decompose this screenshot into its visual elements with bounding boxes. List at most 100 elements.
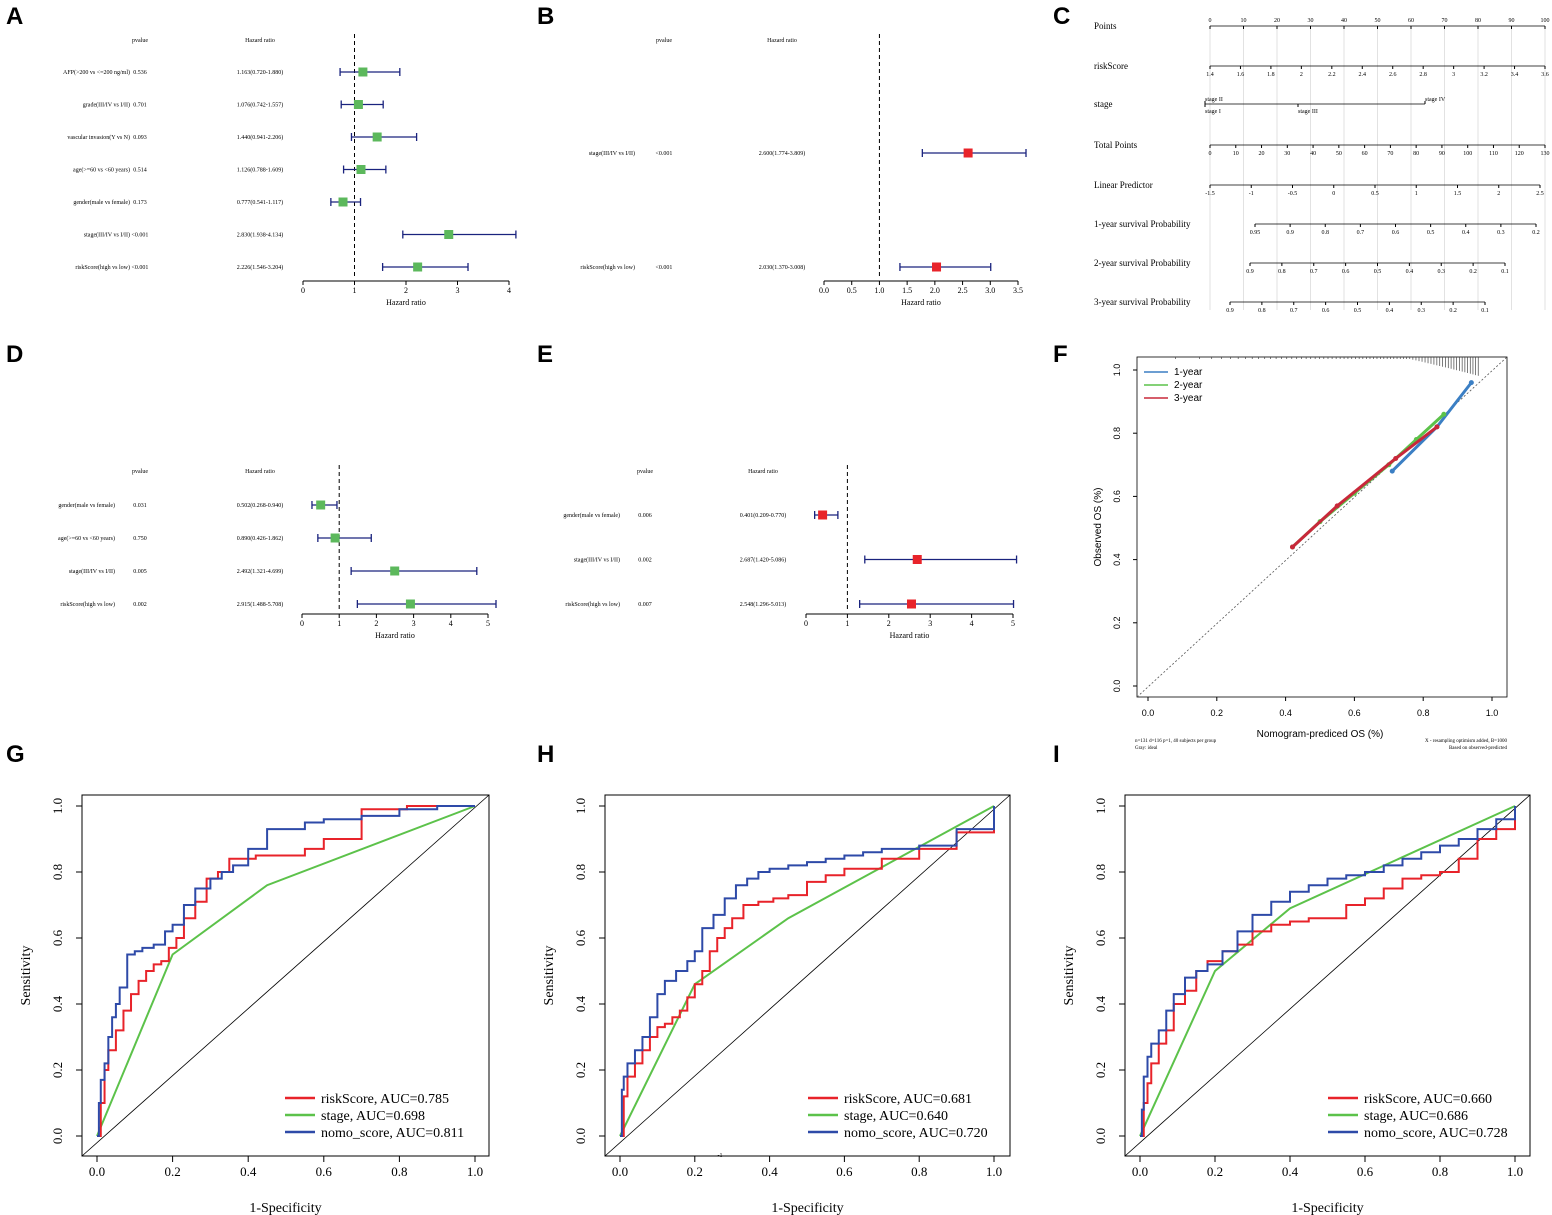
nomogram-tick-label: 70 bbox=[1387, 151, 1393, 157]
row-hr-text: 2.030(1.370-3.008) bbox=[759, 264, 806, 271]
roc-curve-stage bbox=[96, 805, 476, 1137]
nomogram-tick-label: 0.6 bbox=[1322, 308, 1330, 314]
nomogram-tick-label: 3.4 bbox=[1511, 72, 1519, 78]
nomogram-tick-label: stage IV bbox=[1425, 97, 1446, 103]
y-axis-title: Sensitivity bbox=[19, 946, 34, 1006]
stray-mark: -1 bbox=[718, 1153, 723, 1159]
nomogram-tick-label: 1.5 bbox=[1454, 191, 1462, 197]
row-pvalue: 0.005 bbox=[133, 569, 147, 575]
row-hr-text: 1.163(0.720-1.880) bbox=[237, 69, 284, 76]
x-tick-label: 4 bbox=[970, 619, 974, 628]
row-label: grade(III/IV vs I/II) bbox=[83, 102, 130, 109]
x-axis-title: 1-Specificity bbox=[249, 1201, 321, 1215]
pvalue-header: pvalue bbox=[656, 38, 672, 44]
y-axis-title: Sensitivity bbox=[1062, 946, 1077, 1006]
y-tick-label: 1.0 bbox=[573, 798, 588, 814]
row-hr-text: 2.492(1.321-4.699) bbox=[237, 568, 284, 575]
nomogram-tick-label: 0.8 bbox=[1278, 269, 1286, 275]
y-tick-label: 0.4 bbox=[50, 995, 65, 1012]
nomogram-tick-label: -1 bbox=[1249, 191, 1254, 197]
row-label: gender(male vs female) bbox=[73, 199, 130, 206]
row-pvalue: 0.750 bbox=[133, 536, 147, 542]
nomogram-tick-label: 50 bbox=[1375, 18, 1381, 24]
row-hr-text: 0.777(0.541-1.117) bbox=[237, 199, 283, 206]
row-hr-text: 1.126(0.788-1.609) bbox=[237, 167, 284, 174]
x-tick-label: 1 bbox=[337, 619, 341, 628]
hr-marker bbox=[906, 599, 916, 609]
nomogram-tick-label: 0.2 bbox=[1469, 269, 1477, 275]
chance-diagonal bbox=[604, 794, 1011, 1157]
x-tick-label: 0.6 bbox=[1348, 708, 1361, 718]
row-label: riskScore(high vs low) bbox=[580, 264, 635, 271]
y-tick-label: 0.8 bbox=[50, 864, 65, 880]
legend-label: nomo_score, AUC=0.720 bbox=[844, 1126, 988, 1141]
hr-marker bbox=[932, 262, 942, 272]
calibration-point bbox=[1334, 503, 1340, 509]
plot-frame bbox=[1124, 794, 1531, 1157]
x-tick-label: 0 bbox=[301, 286, 305, 295]
x-tick-label: 0.0 bbox=[819, 286, 829, 295]
y-tick-label: 0.0 bbox=[1112, 680, 1122, 693]
nomogram-tick-label: 0.9 bbox=[1246, 269, 1254, 275]
nomogram-tick-label: 2 bbox=[1300, 72, 1303, 78]
nomogram-tick-label: -1.5 bbox=[1205, 191, 1215, 197]
y-tick-label: 0.6 bbox=[573, 929, 588, 946]
hr-marker bbox=[358, 67, 368, 77]
hr-marker bbox=[353, 100, 363, 109]
roc-curve-nomo_score bbox=[97, 805, 475, 1137]
row-pvalue: 0.031 bbox=[133, 503, 147, 509]
x-tick-label: 3 bbox=[928, 619, 932, 628]
nomogram-tick-label: 1 bbox=[1415, 191, 1418, 197]
nomogram-tick-label: 0.5 bbox=[1427, 230, 1435, 236]
y-tick-label: 0.8 bbox=[573, 864, 588, 880]
nomogram-tick-label: 0 bbox=[1209, 18, 1212, 24]
legend-label: stage, AUC=0.698 bbox=[321, 1109, 425, 1124]
x-tick-label: 0.2 bbox=[164, 1164, 180, 1179]
footnote-left: n=131 d=116 p=1, 40 subjects per group bbox=[1135, 739, 1217, 744]
panel-label-a: A bbox=[6, 3, 23, 30]
row-pvalue: <0.001 bbox=[656, 265, 673, 271]
x-tick-label: 4 bbox=[507, 286, 511, 295]
nomogram-c: Points 0 10 20 30 40 50 60 70 80 90 100riskScore1.4… bbox=[1094, 18, 1550, 314]
y-tick-label: 0.8 bbox=[1093, 864, 1108, 880]
roc-curve-riskScore bbox=[97, 805, 475, 1137]
x-tick-label: 0.2 bbox=[687, 1164, 703, 1179]
x-tick-label: 0.0 bbox=[89, 1164, 105, 1179]
nomogram-tick-label: 60 bbox=[1362, 151, 1368, 157]
nomogram-tick-label: 0.6 bbox=[1392, 230, 1400, 236]
legend-label: riskScore, AUC=0.660 bbox=[1364, 1092, 1492, 1107]
x-tick-label: 1.0 bbox=[986, 1164, 1002, 1179]
x-tick-label: 2 bbox=[404, 286, 408, 295]
legend-label: riskScore, AUC=0.785 bbox=[321, 1092, 449, 1107]
row-pvalue: 0.002 bbox=[133, 602, 147, 608]
chance-diagonal bbox=[1124, 794, 1531, 1157]
nomogram-row-label: Points bbox=[1094, 21, 1117, 31]
nomogram-tick-label: 3.2 bbox=[1480, 72, 1488, 78]
nomogram-tick-label: 2.2 bbox=[1328, 72, 1336, 78]
hr-marker bbox=[372, 132, 382, 142]
footnote-right-2: Based on observed-predicted bbox=[1449, 746, 1508, 751]
row-pvalue: <0.001 bbox=[132, 265, 149, 271]
nomogram-tick-label: 0.3 bbox=[1438, 269, 1446, 275]
nomogram-tick-label: 0.1 bbox=[1481, 308, 1489, 314]
roc-plot-g: 0.0 0.2 0.4 0.6 0.8 1.0 0.0 0.2 0.4 0.6 0.8 1.0 1-Sp… bbox=[19, 794, 490, 1215]
row-label: riskScore(high vs low) bbox=[565, 601, 620, 608]
x-tick-label: 0.2 bbox=[1211, 708, 1224, 718]
x-tick-label: 0.4 bbox=[240, 1164, 257, 1179]
panel-label-b: B bbox=[537, 3, 554, 30]
row-hr-text: 2.830(1.938-4.134) bbox=[237, 232, 284, 239]
footnote-left-2: Gray: ideal bbox=[1135, 746, 1158, 751]
y-tick-label: 0.0 bbox=[573, 1128, 588, 1144]
row-hr-text: 2.915(1.488-5.708) bbox=[237, 601, 284, 608]
row-pvalue: 0.701 bbox=[133, 103, 147, 109]
roc-plot-h: 0.0 0.2 0.4 0.6 0.8 1.0 0.0 0.2 0.4 0.6 0.8 1.0 1-Sp… bbox=[542, 794, 1011, 1215]
y-tick-label: 0.6 bbox=[1093, 929, 1108, 946]
hazard-ratio-header: Hazard ratio bbox=[748, 469, 778, 475]
nomogram-tick-label: 90 bbox=[1509, 18, 1515, 24]
hr-marker bbox=[444, 230, 454, 239]
row-label: stage(III/IV vs I/II) bbox=[84, 232, 130, 239]
legend-label: 2-year bbox=[1174, 380, 1203, 391]
nomogram-tick-label: 0.3 bbox=[1497, 230, 1505, 236]
nomogram-tick-label: 0.5 bbox=[1374, 269, 1382, 275]
x-tick-label: 1.0 bbox=[1486, 708, 1499, 718]
